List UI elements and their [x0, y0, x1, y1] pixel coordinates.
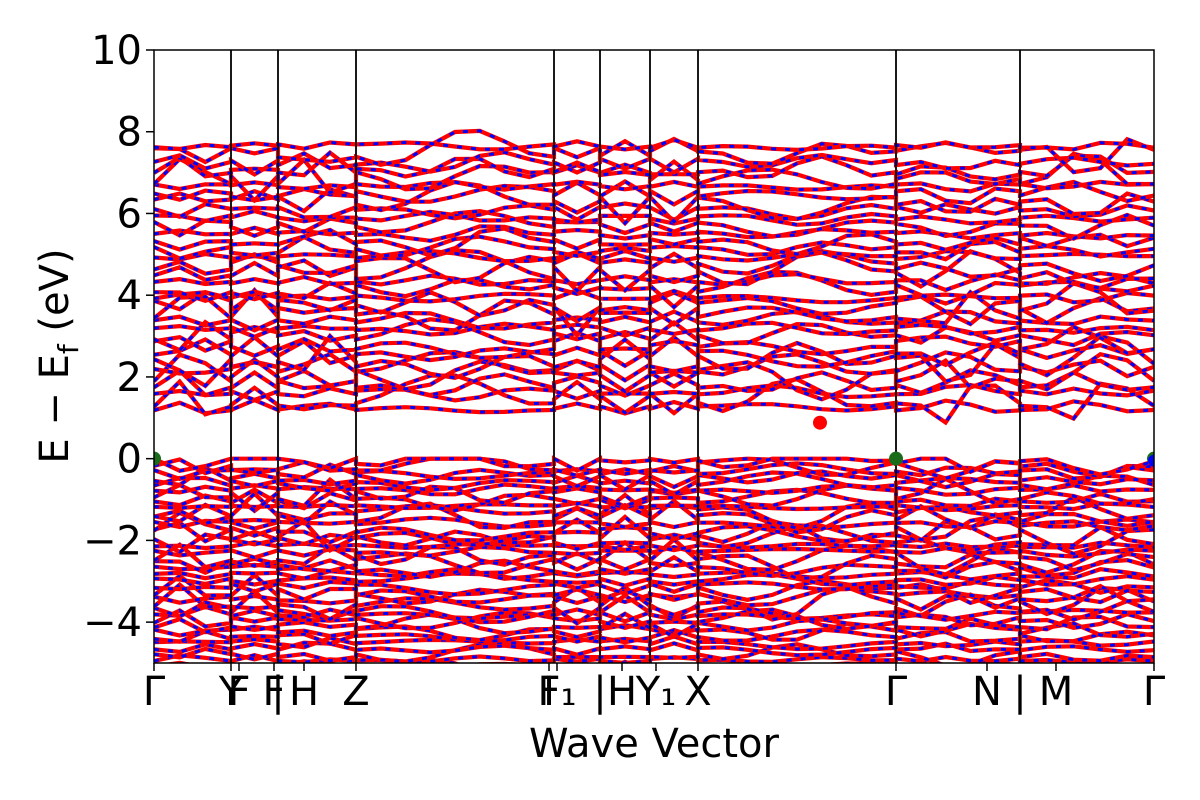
x-tick-label: I — [543, 669, 555, 715]
x-tick-label: Y₁ — [635, 669, 676, 715]
x-tick-label: F — [227, 669, 250, 715]
band-line-down — [154, 383, 1154, 402]
band-line-up — [154, 201, 1154, 223]
x-axis-ticks: Γ YF F| H Z IF₁ | HY₁ X Γ N | M Γ — [143, 663, 1166, 715]
x-axis-title: Wave Vector — [529, 721, 780, 767]
y-tick-label: 6 — [117, 191, 142, 237]
kpoint-divider-lines — [230, 50, 1021, 663]
band-line-up — [154, 523, 1154, 555]
x-tick-label: N — [972, 669, 1002, 715]
x-tick-label: | — [1013, 669, 1026, 715]
y-tick-label: −4 — [83, 600, 142, 646]
band-line-down — [154, 555, 1154, 580]
x-tick-label: Y — [218, 669, 244, 715]
band-line-up — [154, 627, 1154, 646]
band-line-down — [154, 608, 1154, 631]
band-line-down — [154, 589, 1154, 626]
band-line-down — [154, 537, 1154, 577]
band-line-up — [154, 640, 1154, 658]
x-tick-label: F — [262, 669, 285, 715]
bands-layer — [154, 128, 1154, 663]
x-tick-label: H — [289, 669, 319, 715]
band-line-down — [154, 317, 1154, 352]
band-line-down — [154, 398, 1154, 415]
band-line-down — [154, 270, 1154, 310]
band-line-down — [154, 248, 1154, 293]
x-tick-label: X — [684, 669, 711, 715]
y-axis-title: E − Ef (eV) — [32, 248, 85, 463]
band-line-up — [154, 248, 1154, 264]
band-line-down — [154, 180, 1154, 226]
band-line-up — [154, 208, 1154, 227]
band-line-down — [154, 612, 1154, 639]
band-line-down — [154, 368, 1154, 398]
cbm-marker — [813, 415, 827, 430]
band-line-down — [154, 373, 1154, 425]
band-line-down — [154, 249, 1154, 284]
svg-text:E − Ef (eV): E − Ef (eV) — [32, 248, 85, 463]
y-axis-title-main: E − E — [32, 354, 78, 464]
band-line-up — [154, 583, 1154, 608]
y-tick-label: 8 — [117, 110, 142, 156]
band-line-down — [154, 335, 1154, 369]
band-line-down — [154, 491, 1154, 530]
band-line-up — [154, 351, 1154, 402]
band-line-down — [154, 540, 1154, 552]
band-line-down — [154, 288, 1154, 304]
vbm-marker — [889, 451, 903, 466]
band-line-up — [154, 510, 1154, 545]
vbm-marker — [154, 451, 161, 466]
plot-frame — [153, 49, 1155, 664]
band-line-down — [154, 487, 1154, 513]
band-line-down — [154, 350, 1154, 383]
x-tick-label: Γ — [143, 669, 166, 715]
y-axis-ticks: −4 −2 0 2 4 6 8 10 — [83, 28, 154, 646]
band-line-down — [154, 309, 1154, 332]
band-line-down — [154, 653, 1154, 663]
x-tick-label: Z — [342, 669, 369, 715]
band-line-up — [154, 208, 1154, 241]
x-tick-label: M — [1039, 669, 1074, 715]
vbm-marker-alt — [1148, 454, 1154, 467]
extrema-markers — [154, 415, 1154, 467]
band-line-down — [154, 152, 1154, 203]
x-tick-label: F₁ — [537, 669, 576, 715]
x-tick-label: H — [607, 669, 637, 715]
band-line-up — [154, 280, 1154, 327]
band-line-down — [154, 642, 1154, 663]
band-line-down — [154, 129, 1154, 174]
band-line-down — [154, 465, 1154, 492]
band-line-down — [154, 549, 1154, 581]
band-line-down — [154, 150, 1154, 181]
band-line-down — [154, 180, 1154, 193]
y-tick-label: −2 — [83, 518, 142, 564]
band-line-up — [154, 150, 1154, 177]
x-tick-label: | — [593, 669, 606, 715]
y-tick-label: 4 — [117, 273, 142, 319]
band-line-down — [154, 461, 1154, 481]
y-tick-label: 10 — [91, 28, 142, 74]
y-axis-title-subscript: f — [52, 343, 85, 354]
y-axis-title-unit: (eV) — [32, 248, 78, 344]
band-line-down — [154, 325, 1154, 360]
x-tick-label: Γ — [1143, 669, 1166, 715]
y-tick-label: 2 — [117, 355, 142, 401]
y-tick-label: 0 — [117, 437, 142, 483]
band-line-down — [154, 227, 1154, 258]
band-line-down — [154, 477, 1154, 513]
x-tick-label: | — [271, 669, 284, 715]
x-tick-label: Γ — [885, 669, 908, 715]
